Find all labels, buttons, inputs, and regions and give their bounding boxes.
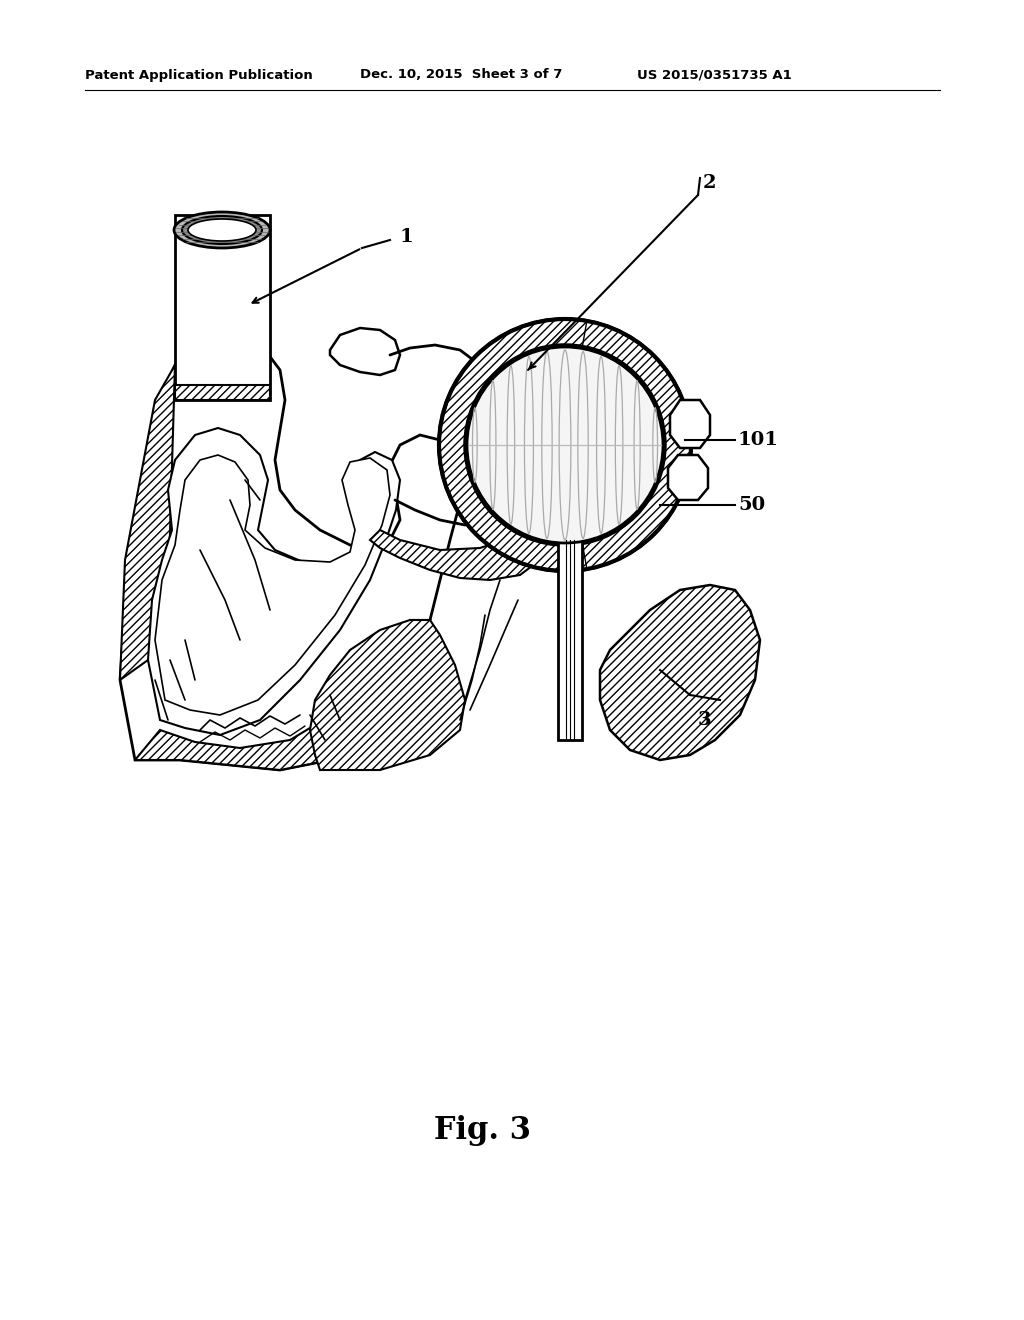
- Text: 50: 50: [738, 496, 765, 513]
- Text: Patent Application Publication: Patent Application Publication: [85, 69, 312, 82]
- Circle shape: [465, 345, 665, 545]
- Polygon shape: [155, 455, 390, 715]
- Polygon shape: [600, 585, 760, 760]
- Polygon shape: [310, 620, 465, 770]
- Polygon shape: [668, 455, 708, 500]
- Polygon shape: [135, 620, 430, 770]
- Ellipse shape: [182, 216, 262, 244]
- Text: 2: 2: [703, 174, 717, 191]
- Circle shape: [439, 319, 691, 572]
- Ellipse shape: [188, 219, 256, 242]
- Text: 101: 101: [738, 432, 779, 449]
- Polygon shape: [175, 385, 270, 400]
- Text: 3: 3: [698, 711, 712, 729]
- Polygon shape: [670, 400, 710, 447]
- Polygon shape: [148, 428, 400, 735]
- Polygon shape: [558, 540, 582, 741]
- Text: Dec. 10, 2015  Sheet 3 of 7: Dec. 10, 2015 Sheet 3 of 7: [360, 69, 562, 82]
- Polygon shape: [120, 330, 460, 770]
- Circle shape: [467, 347, 663, 543]
- Polygon shape: [330, 327, 400, 375]
- Text: Fig. 3: Fig. 3: [433, 1114, 530, 1146]
- Wedge shape: [565, 321, 691, 569]
- Polygon shape: [175, 215, 270, 400]
- Polygon shape: [370, 520, 540, 579]
- Text: US 2015/0351735 A1: US 2015/0351735 A1: [637, 69, 792, 82]
- Text: 1: 1: [400, 228, 414, 246]
- Ellipse shape: [174, 213, 270, 248]
- Polygon shape: [120, 341, 195, 700]
